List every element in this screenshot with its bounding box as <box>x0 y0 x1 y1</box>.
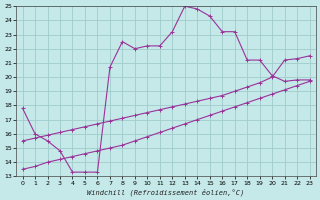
X-axis label: Windchill (Refroidissement éolien,°C): Windchill (Refroidissement éolien,°C) <box>87 188 245 196</box>
